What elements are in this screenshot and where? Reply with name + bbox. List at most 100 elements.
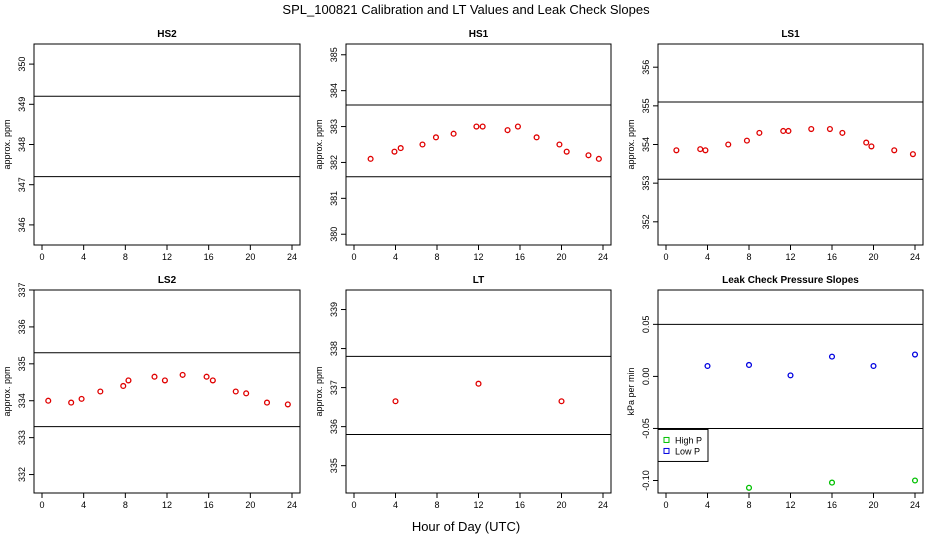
data-point xyxy=(397,145,404,152)
y-tick-label: 355 xyxy=(641,98,651,113)
y-tick-label: 384 xyxy=(329,83,339,98)
plot-frame xyxy=(657,289,924,494)
legend-box xyxy=(657,428,709,462)
data-point xyxy=(450,130,457,137)
y-tick-label: 382 xyxy=(329,155,339,170)
x-tick-label: 24 xyxy=(910,252,920,262)
legend-swatch xyxy=(663,436,670,443)
y-tick-label: 353 xyxy=(641,176,651,191)
panel-title: LS1 xyxy=(781,29,800,40)
y-tick-label: -0.10 xyxy=(641,470,651,491)
y-axis-label: approx. ppm xyxy=(2,366,12,416)
data-point xyxy=(391,148,398,155)
y-tick-label: 352 xyxy=(641,214,651,229)
legend-label: High P xyxy=(675,435,702,445)
panel-ls1: LS1 approx. ppm 0 4 8 12 16 20 24 352 353 354 355 356 xyxy=(626,29,924,262)
data-point xyxy=(909,151,916,158)
panel-title: HS2 xyxy=(157,29,177,40)
data-point xyxy=(595,155,602,162)
panel-leak: Leak Check Pressure Slopes kPa per min 0 4 8… xyxy=(626,275,924,510)
y-tick-label: 338 xyxy=(329,341,339,356)
data-point xyxy=(780,127,787,135)
data-point xyxy=(745,361,753,369)
y-axis-label: kPa per min xyxy=(626,367,636,415)
data-point xyxy=(556,141,563,148)
y-tick-label: -0.05 xyxy=(641,418,651,439)
data-point xyxy=(419,141,426,148)
plot-frame xyxy=(33,43,301,246)
y-tick-label: 346 xyxy=(17,217,27,232)
x-tick-label: 24 xyxy=(287,500,297,510)
data-point xyxy=(745,484,753,491)
x-tick-label: 0 xyxy=(39,500,44,510)
data-point xyxy=(479,123,486,130)
y-tick-label: 347 xyxy=(17,177,27,192)
y-tick-label: 335 xyxy=(17,356,27,371)
x-tick-label: 4 xyxy=(81,252,86,262)
y-tick-label: 383 xyxy=(329,119,339,134)
y-tick-label: 332 xyxy=(17,467,27,482)
data-point xyxy=(585,152,592,159)
panel-lt: LT approx. ppm 0 4 8 12 16 20 24 335 336 337 338 339 xyxy=(314,275,612,510)
x-tick-label: 0 xyxy=(351,252,356,262)
x-tick-label: 16 xyxy=(204,500,214,510)
data-point xyxy=(787,372,794,379)
x-tick-label: 8 xyxy=(123,252,128,262)
y-tick-label: 356 xyxy=(641,60,651,75)
data-point xyxy=(125,377,132,384)
x-tick-label: 20 xyxy=(556,500,566,510)
x-tick-label: 12 xyxy=(473,252,483,262)
data-point xyxy=(891,147,898,154)
data-point xyxy=(203,373,210,380)
x-tick-label: 16 xyxy=(204,252,214,262)
data-point xyxy=(911,477,919,484)
data-point xyxy=(473,123,480,130)
data-point xyxy=(563,148,570,155)
panel-ls2: LS2 approx. ppm 0 4 8 12 16 20 24 332 333 334 335 336… xyxy=(2,275,301,510)
x-tick-label: 12 xyxy=(162,252,172,262)
data-point xyxy=(232,388,239,395)
y-tick-label: 0.05 xyxy=(641,316,651,334)
x-tick-label: 0 xyxy=(351,500,356,510)
data-point xyxy=(558,398,565,405)
data-point xyxy=(870,362,877,370)
x-tick-label: 20 xyxy=(245,252,255,262)
data-point xyxy=(725,141,732,148)
y-tick-label: 350 xyxy=(17,57,27,72)
x-tick-label: 4 xyxy=(393,500,398,510)
y-tick-label: 0.00 xyxy=(641,368,651,386)
y-tick-label: 385 xyxy=(329,47,339,62)
data-point xyxy=(697,146,704,153)
y-tick-label: 339 xyxy=(329,302,339,317)
y-tick-label: 380 xyxy=(329,227,339,242)
data-point xyxy=(78,395,85,402)
y-tick-label: 349 xyxy=(17,97,27,112)
data-point xyxy=(808,125,815,133)
data-point xyxy=(911,351,919,358)
x-tick-label: 24 xyxy=(598,252,608,262)
data-point xyxy=(475,380,482,387)
y-tick-label: 336 xyxy=(17,319,27,334)
x-tick-label: 8 xyxy=(746,252,751,262)
plot-frame xyxy=(345,43,612,246)
data-point xyxy=(785,127,792,135)
x-tick-label: 4 xyxy=(705,500,710,510)
y-axis-label: approx. ppm xyxy=(314,366,324,416)
x-tick-label: 8 xyxy=(746,500,751,510)
data-point xyxy=(826,125,833,133)
data-point xyxy=(504,127,511,134)
data-point xyxy=(828,353,836,360)
data-point xyxy=(704,362,711,370)
data-point xyxy=(743,137,750,144)
data-point xyxy=(120,382,127,390)
y-axis-label: approx. ppm xyxy=(626,119,636,169)
data-point xyxy=(839,129,846,136)
x-tick-label: 8 xyxy=(434,500,439,510)
y-tick-label: 348 xyxy=(17,137,27,152)
data-point xyxy=(161,377,168,384)
x-tick-label: 8 xyxy=(434,252,439,262)
legend-swatch xyxy=(663,447,670,454)
x-tick-label: 0 xyxy=(663,252,668,262)
data-point xyxy=(868,143,875,150)
